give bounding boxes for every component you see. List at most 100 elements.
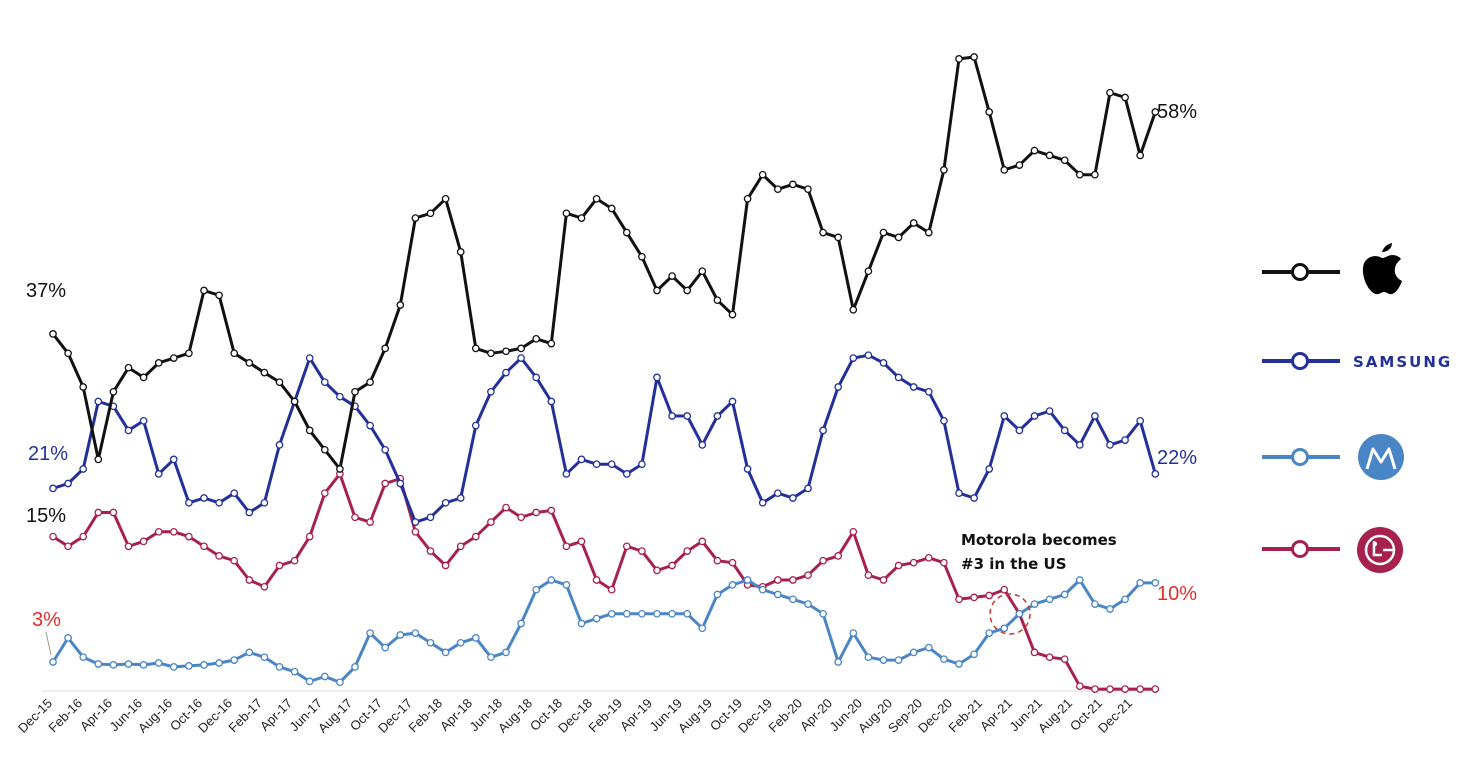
- lg-point: [804, 571, 812, 580]
- samsung-point: [426, 513, 435, 522]
- apple-point: [728, 310, 737, 319]
- annotation-circle: [989, 593, 1031, 635]
- x-tick-label: Aug-16: [135, 696, 175, 736]
- series-motorola: [49, 576, 1160, 687]
- annotation-line-2: #3 in the US: [961, 555, 1067, 573]
- apple-point: [230, 349, 239, 358]
- motorola-point: [970, 650, 978, 659]
- lg-point: [471, 532, 480, 541]
- samsung-point: [698, 441, 707, 449]
- lg-point: [290, 556, 299, 565]
- samsung-point: [819, 426, 827, 435]
- samsung-point: [305, 354, 314, 362]
- apple-point: [743, 194, 752, 203]
- apple-logo-icon: [1362, 243, 1402, 295]
- apple-point: [502, 347, 510, 356]
- apple-point: [441, 194, 450, 203]
- samsung-point: [955, 489, 963, 498]
- samsung-point: [577, 455, 586, 464]
- samsung-point: [728, 397, 737, 406]
- apple-point: [1136, 151, 1145, 160]
- motorola-point: [698, 624, 707, 633]
- motorola-point: [1136, 579, 1145, 587]
- apple-point: [1121, 93, 1129, 102]
- apple-point: [638, 252, 646, 261]
- samsung-point: [592, 460, 601, 469]
- motorola-point: [109, 661, 118, 669]
- apple-point: [456, 248, 465, 256]
- motorola-point: [547, 576, 556, 584]
- apple-point: [366, 378, 374, 387]
- lg-point: [185, 532, 193, 541]
- annotation-line-1: Motorola becomes: [961, 531, 1117, 549]
- lg-point: [64, 542, 72, 551]
- samsung-point: [1091, 412, 1099, 420]
- lg-point: [924, 553, 933, 562]
- apple-point: [773, 185, 782, 194]
- lg-point: [562, 542, 571, 551]
- samsung-point: [607, 460, 616, 469]
- samsung-point: [970, 494, 978, 502]
- legend-samsung: SAMSUNG: [1262, 352, 1452, 371]
- apple-point: [1015, 161, 1024, 169]
- samsung-point: [547, 397, 556, 406]
- motorola-point: [1091, 600, 1099, 608]
- lg-point: [200, 542, 208, 551]
- lg-point: [215, 552, 223, 560]
- lg-point: [622, 542, 631, 551]
- apple-point: [79, 383, 88, 391]
- motorola-point: [985, 629, 994, 637]
- lg-point: [713, 556, 722, 565]
- samsung-point: [879, 359, 888, 367]
- lg-point: [653, 566, 661, 575]
- samsung-point: [169, 455, 178, 464]
- apple-point: [1060, 156, 1069, 165]
- lg-point: [909, 558, 918, 567]
- samsung-point: [124, 426, 133, 435]
- motorola-point: [517, 619, 525, 628]
- samsung-end-label: 22%: [1157, 447, 1197, 469]
- motorola-point: [638, 609, 646, 618]
- samsung-point: [502, 368, 510, 377]
- motorola-point: [502, 648, 510, 657]
- apple-point: [245, 359, 254, 367]
- x-tick-label: Dec-21: [1095, 696, 1135, 736]
- motorola-point: [441, 648, 450, 657]
- samsung-point: [804, 484, 812, 493]
- motorola-point: [909, 648, 918, 657]
- lg-point: [955, 595, 963, 604]
- motorola-point: [834, 658, 843, 666]
- samsung-logo: SAMSUNG: [1353, 353, 1452, 371]
- samsung-point: [64, 479, 72, 488]
- motorola-point: [275, 663, 284, 671]
- lg-point: [426, 547, 435, 555]
- samsung-point: [909, 383, 918, 391]
- motorola-point: [487, 653, 495, 662]
- apple-point: [320, 445, 329, 454]
- lg-point: [532, 508, 541, 517]
- motorola-point: [411, 629, 420, 637]
- motorola-point: [773, 590, 782, 599]
- apple-point: [698, 267, 707, 276]
- apple-point: [215, 291, 223, 300]
- apple-point: [1091, 170, 1099, 179]
- motorola-point: [154, 659, 163, 667]
- apple-point: [185, 349, 193, 358]
- lg-point: [441, 561, 450, 570]
- apple-point: [124, 363, 133, 372]
- x-tick-label: Aug-21: [1035, 696, 1075, 736]
- samsung-point: [471, 421, 480, 430]
- apple-point: [879, 228, 888, 237]
- motorola-point: [924, 643, 933, 652]
- apple-point: [396, 301, 405, 309]
- lg-point: [698, 537, 707, 546]
- lg-point: [245, 576, 254, 584]
- apple-point: [985, 108, 994, 116]
- motorola-point: [683, 609, 692, 618]
- legend-lg: [1262, 527, 1403, 573]
- apple-point: [924, 228, 933, 237]
- apple-point: [109, 387, 118, 396]
- samsung-point: [94, 397, 103, 406]
- apple-end-label: 58%: [1157, 101, 1197, 123]
- lg-point: [1045, 653, 1054, 662]
